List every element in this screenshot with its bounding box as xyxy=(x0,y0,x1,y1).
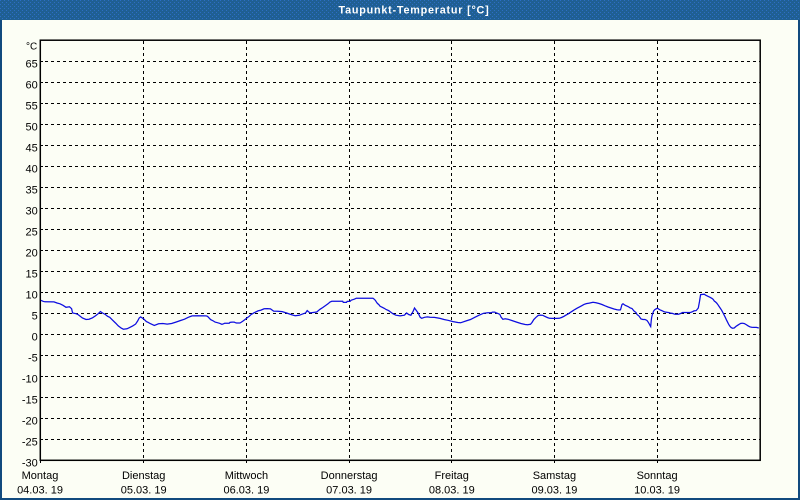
svg-text:-30: -30 xyxy=(22,457,38,469)
svg-text:Sonntag: Sonntag xyxy=(637,470,678,482)
svg-text:15: 15 xyxy=(26,268,38,280)
svg-text:0: 0 xyxy=(32,331,38,343)
svg-text:09.03. 19: 09.03. 19 xyxy=(531,485,577,497)
svg-text:04.03. 19: 04.03. 19 xyxy=(17,485,63,497)
svg-text:-10: -10 xyxy=(22,373,38,385)
svg-text:06.03. 19: 06.03. 19 xyxy=(223,485,269,497)
svg-text:°C: °C xyxy=(26,42,37,53)
svg-text:5: 5 xyxy=(32,310,38,322)
svg-text:-25: -25 xyxy=(22,436,38,448)
svg-text:Taupunkt-Temperatur [°C]: Taupunkt-Temperatur [°C] xyxy=(339,5,490,17)
svg-text:10: 10 xyxy=(26,289,38,301)
svg-text:05.03. 19: 05.03. 19 xyxy=(121,485,167,497)
svg-text:-15: -15 xyxy=(22,394,38,406)
svg-text:-5: -5 xyxy=(28,352,38,364)
svg-text:Dienstag: Dienstag xyxy=(122,470,165,482)
svg-text:50: 50 xyxy=(26,121,38,133)
svg-text:60: 60 xyxy=(26,79,38,91)
svg-text:35: 35 xyxy=(26,184,38,196)
svg-text:20: 20 xyxy=(26,247,38,259)
svg-text:30: 30 xyxy=(26,205,38,217)
svg-text:Donnerstag: Donnerstag xyxy=(321,470,378,482)
svg-text:08.03. 19: 08.03. 19 xyxy=(429,485,475,497)
svg-text:65: 65 xyxy=(26,58,38,70)
svg-text:45: 45 xyxy=(26,142,38,154)
svg-text:Montag: Montag xyxy=(22,470,59,482)
svg-text:07.03. 19: 07.03. 19 xyxy=(326,485,372,497)
svg-text:10.03. 19: 10.03. 19 xyxy=(634,485,680,497)
svg-text:55: 55 xyxy=(26,100,38,112)
svg-text:Freitag: Freitag xyxy=(435,470,469,482)
svg-text:Samstag: Samstag xyxy=(533,470,576,482)
svg-text:Mittwoch: Mittwoch xyxy=(225,470,268,482)
svg-text:-20: -20 xyxy=(22,415,38,427)
svg-text:25: 25 xyxy=(26,226,38,238)
svg-text:40: 40 xyxy=(26,163,38,175)
